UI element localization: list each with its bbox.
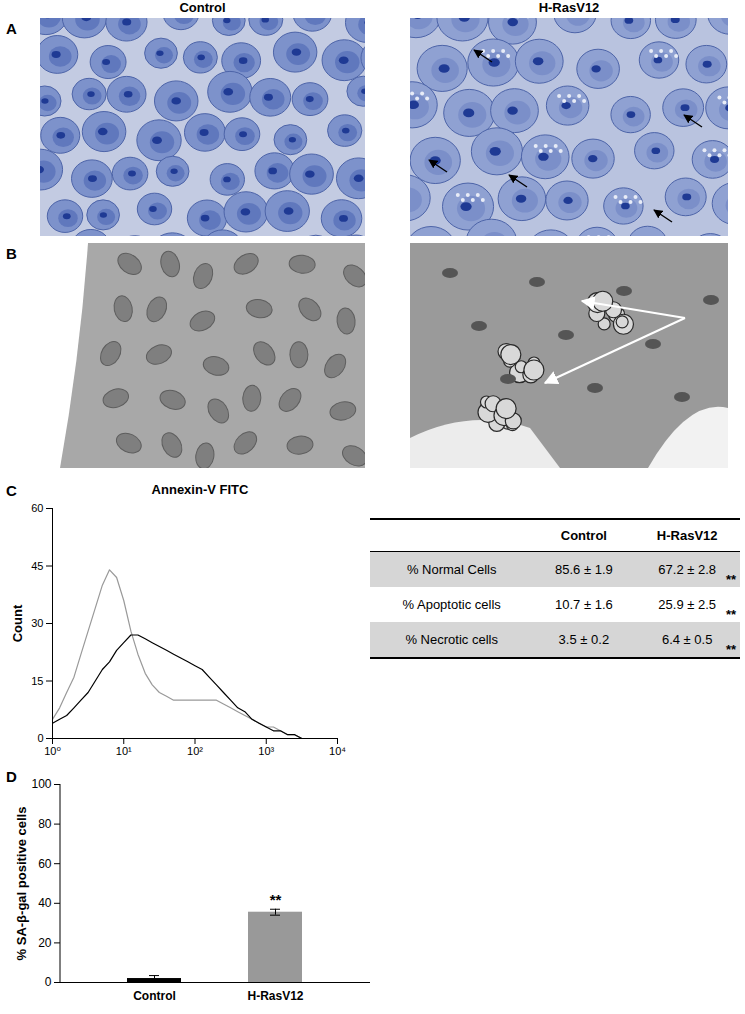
html-text:Control: Control bbox=[560, 528, 607, 543]
html-text:67.2 ± 2.8: 67.2 ± 2.8 bbox=[658, 562, 717, 577]
html-text:B: B bbox=[6, 245, 17, 262]
svg-text:10²: 10² bbox=[187, 745, 203, 757]
svg-text:100: 100 bbox=[31, 777, 51, 791]
html-text:10.7 ± 1.6: 10.7 ± 1.6 bbox=[555, 597, 613, 612]
html-text:Control: Control bbox=[179, 0, 226, 15]
svg-text:30: 30 bbox=[31, 617, 43, 629]
svg-text:Control: Control bbox=[133, 989, 176, 1003]
svg-text:10³: 10³ bbox=[258, 745, 274, 757]
html-text:A: A bbox=[6, 20, 17, 37]
html-text:C: C bbox=[6, 482, 17, 499]
svg-text:60: 60 bbox=[31, 502, 43, 514]
html-text:85.6 ± 1.9: 85.6 ± 1.9 bbox=[555, 562, 613, 577]
html-text:D: D bbox=[6, 768, 17, 785]
svg-text:15: 15 bbox=[31, 675, 43, 687]
html-text:25.9 ± 2.5: 25.9 ± 2.5 bbox=[658, 597, 717, 612]
html-text:3.5 ± 0.2: 3.5 ± 0.2 bbox=[558, 632, 610, 647]
svg-text:45: 45 bbox=[31, 560, 43, 572]
html-text:6.4 ± 0.5: 6.4 ± 0.5 bbox=[661, 632, 713, 647]
svg-text:10⁴: 10⁴ bbox=[329, 745, 346, 757]
html-text:% Necrotic cells: % Necrotic cells bbox=[405, 632, 498, 647]
svg-text:10⁰: 10⁰ bbox=[44, 745, 61, 757]
html-text:H-RasV12: H-RasV12 bbox=[538, 0, 600, 15]
html-text:H-RasV12: H-RasV12 bbox=[656, 528, 718, 543]
svg-text:0: 0 bbox=[37, 732, 43, 744]
svg-text:% SA-β-gal positive cells: % SA-β-gal positive cells bbox=[14, 807, 29, 961]
svg-text:Count: Count bbox=[10, 604, 25, 642]
svg-text:10¹: 10¹ bbox=[116, 745, 132, 757]
html-text:% Apoptotic cells: % Apoptotic cells bbox=[402, 597, 501, 612]
svg-text:H-RasV12: H-RasV12 bbox=[247, 989, 303, 1003]
svg-text:40: 40 bbox=[38, 896, 52, 910]
svg-text:20: 20 bbox=[38, 936, 52, 950]
svg-text:**: ** bbox=[270, 891, 282, 908]
svg-text:60: 60 bbox=[38, 857, 52, 871]
html-text:% Normal Cells: % Normal Cells bbox=[406, 562, 497, 577]
svg-text:0: 0 bbox=[45, 975, 52, 989]
svg-text:80: 80 bbox=[38, 817, 52, 831]
html-text:Annexin-V FITC: Annexin-V FITC bbox=[151, 482, 249, 497]
